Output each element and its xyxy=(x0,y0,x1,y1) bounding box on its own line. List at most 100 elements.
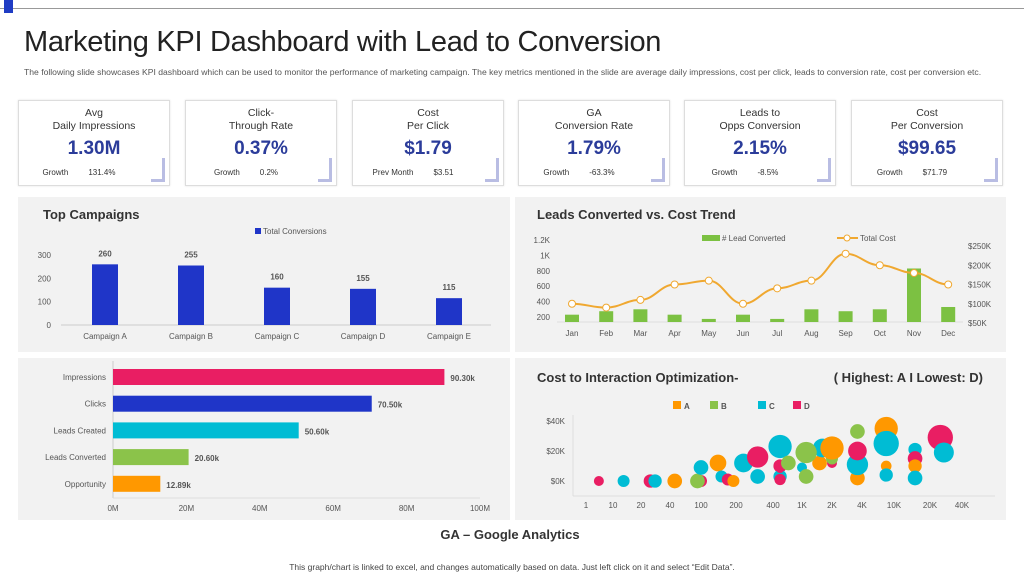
x-tick-label: Mar xyxy=(634,329,648,338)
bar xyxy=(599,311,614,322)
line-point xyxy=(841,249,850,258)
left-tick-label: 800 xyxy=(537,267,551,276)
ga-note: GA – Google Analytics xyxy=(440,527,580,542)
y-tick-label: Opportunity xyxy=(65,480,106,489)
bubble-panel: Cost to Interaction Optimization- ( Highe… xyxy=(515,358,1006,520)
legend-label: Total Conversions xyxy=(263,227,327,236)
kpi-value: 2.15% xyxy=(733,138,787,159)
kpi-foot-label: Growth xyxy=(42,168,69,177)
bubble xyxy=(812,455,827,471)
bubble xyxy=(879,468,893,482)
x-tick-label: 10K xyxy=(887,501,902,510)
leads-cost-panel: Leads Converted vs. Cost Trend 200 400 600 8… xyxy=(515,197,1006,352)
x-tick-label: 20K xyxy=(923,501,938,510)
page-description: The following slide showcases KPI dashbo… xyxy=(24,67,982,77)
line-point xyxy=(773,284,782,293)
x-tick-label: Sep xyxy=(838,329,853,338)
right-tick-label: $150K xyxy=(968,281,992,290)
line-point xyxy=(636,295,645,304)
card-bracket xyxy=(651,158,665,182)
bar xyxy=(350,288,376,325)
chart-title: Leads Converted vs. Cost Trend xyxy=(537,207,736,222)
card-bracket xyxy=(318,158,332,182)
x-tick-label: Jun xyxy=(737,329,750,338)
x-tick-label: 1K xyxy=(797,501,807,510)
bubble xyxy=(781,455,796,471)
x-tick-label: Campaign A xyxy=(83,332,127,341)
data-label: 50.60k xyxy=(305,427,330,436)
cost-line xyxy=(571,252,949,309)
bubble xyxy=(690,473,705,489)
legend-swatch-bar xyxy=(702,235,720,241)
y-tick-label: Impressions xyxy=(63,373,106,382)
bubble xyxy=(693,460,709,475)
bubble xyxy=(709,454,727,472)
x-tick-label: 40K xyxy=(955,501,970,510)
y-tick-label: $0K xyxy=(551,477,566,486)
y-tick-label: 200 xyxy=(38,274,52,283)
bubble xyxy=(727,475,740,487)
bubble xyxy=(768,434,792,459)
bar xyxy=(565,314,579,322)
kpi-card: Cost Per Conversion $99.65 Growth $71.79 xyxy=(851,100,1003,186)
bar xyxy=(872,309,887,322)
kpi-value: 0.37% xyxy=(234,138,288,159)
x-tick-label: May xyxy=(701,329,716,338)
bubble xyxy=(820,436,844,460)
line-point xyxy=(739,299,747,308)
x-tick-label: Apr xyxy=(668,329,681,338)
line-point xyxy=(670,280,679,289)
x-tick-label: Campaign D xyxy=(341,332,386,341)
x-tick-label: 40 xyxy=(666,501,675,510)
bar xyxy=(770,318,785,322)
kpi-foot-label: Growth xyxy=(543,168,570,177)
bar xyxy=(633,309,648,322)
x-tick-label: Nov xyxy=(907,329,921,338)
bar xyxy=(113,449,189,466)
x-tick-label: Feb xyxy=(599,329,613,338)
line-point xyxy=(910,268,918,277)
top-divider xyxy=(0,8,1024,9)
y-tick-label: $40K xyxy=(546,417,565,426)
bubble xyxy=(850,424,865,439)
data-label: 155 xyxy=(356,274,370,283)
bubble xyxy=(795,441,817,464)
bar xyxy=(804,309,819,322)
legend-label: Total Cost xyxy=(860,234,896,243)
kpi-label: Click- Through Rate xyxy=(186,107,336,133)
left-tick-label: 200 xyxy=(537,313,551,322)
legend-swatch xyxy=(255,228,261,234)
kpi-label-line1: Cost xyxy=(417,107,439,119)
x-tick-label: 0M xyxy=(107,504,118,513)
chart-title: Cost to Interaction Optimization- xyxy=(537,370,739,385)
x-tick-label: 2K xyxy=(827,501,837,510)
kpi-label: Cost Per Click xyxy=(353,107,503,133)
kpi-value: $1.79 xyxy=(404,138,452,159)
kpi-label-line2: Per Conversion xyxy=(890,120,964,132)
x-tick-label: 1 xyxy=(584,501,589,510)
kpi-card: Click- Through Rate 0.37% Growth 0.2% xyxy=(185,100,337,186)
x-tick-label: 10 xyxy=(609,501,618,510)
kpi-label-line2: Daily Impressions xyxy=(52,120,136,132)
kpi-label-line1: Click- xyxy=(247,107,275,119)
x-tick-label: 400 xyxy=(766,501,780,510)
bar xyxy=(667,314,682,322)
funnel-panel: 0M 20M 40M 60M 80M 100M Impressions 90.30k Click… xyxy=(18,358,510,520)
x-tick-label: Jan xyxy=(566,329,579,338)
data-label: 260 xyxy=(98,249,112,258)
kpi-label-line1: GA xyxy=(586,107,602,119)
page-title: Marketing KPI Dashboard with Lead to Con… xyxy=(24,26,662,58)
y-tick-label: 0 xyxy=(47,321,52,330)
bubble xyxy=(873,430,899,457)
right-tick-label: $250K xyxy=(968,242,992,251)
line-point xyxy=(944,280,953,289)
bar xyxy=(701,318,716,322)
bubble xyxy=(798,469,814,484)
y-tick-label: 100 xyxy=(38,298,52,307)
right-tick-label: $200K xyxy=(968,261,992,270)
x-tick-label: Campaign C xyxy=(255,332,300,341)
kpi-card: Cost Per Click $1.79 Prev Month $3.51 xyxy=(352,100,504,186)
kpi-label: GA Conversion Rate xyxy=(519,107,669,133)
x-tick-label: 80M xyxy=(399,504,415,513)
kpi-value: 1.79% xyxy=(567,138,621,159)
